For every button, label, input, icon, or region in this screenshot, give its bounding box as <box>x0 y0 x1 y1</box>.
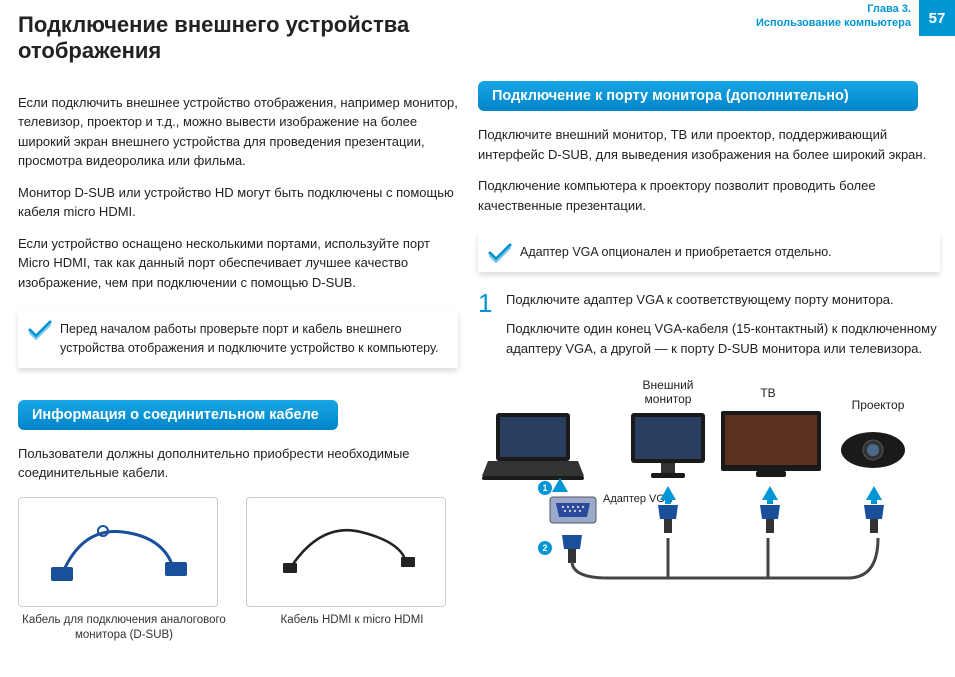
dsub-cable-image <box>18 497 218 607</box>
cable-path-icon <box>568 533 888 583</box>
step-1-p1: Подключите адаптер VGA к соответствующем… <box>506 290 940 310</box>
note-text-left: Перед началом работы проверьте порт и ка… <box>60 320 446 358</box>
hdmi-cable-caption: Кабель HDMI к micro HDMI <box>246 613 458 628</box>
dsub-cable-caption: Кабель для подключения аналогового монит… <box>18 613 230 643</box>
left-para-3: Если устройство оснащено несколькими пор… <box>18 234 458 293</box>
projector-icon <box>838 428 908 478</box>
cable-card-hdmi: Кабель HDMI к micro HDMI <box>246 497 458 643</box>
note-box-right: Адаптер VGA опционален и приобретается о… <box>478 233 940 272</box>
cable-cards-row: Кабель для подключения аналогового монит… <box>18 497 458 643</box>
marker-2: 2 <box>538 538 552 556</box>
step-1-number: 1 <box>478 290 506 369</box>
left-column: Подключение внешнего устройства отображе… <box>18 12 478 665</box>
external-monitor-icon <box>623 408 713 488</box>
step-1: 1 Подключите адаптер VGA к соответствующ… <box>478 290 940 369</box>
cable-section-heading: Информация о соединительном кабеле <box>18 400 338 430</box>
hdmi-cable-image <box>246 497 446 607</box>
note-box-left: Перед началом работы проверьте порт и ка… <box>18 310 458 368</box>
arrow-stem <box>767 498 773 504</box>
step-1-body: Подключите адаптер VGA к соответствующем… <box>506 290 940 369</box>
tv-icon <box>716 406 826 486</box>
monitor-port-heading: Подключение к порту монитора (дополнител… <box>478 81 918 111</box>
left-para-1: Если подключить внешнее устройство отобр… <box>18 93 458 171</box>
cable-intro: Пользователи должны дополнительно приобр… <box>18 444 458 483</box>
arrow-stem <box>871 498 877 504</box>
note-text-right: Адаптер VGA опционален и приобретается о… <box>520 243 928 262</box>
projector-label: Проектор <box>848 398 908 412</box>
step-1-p2: Подключите один конец VGA-кабеля (15-кон… <box>506 319 940 358</box>
checkmark-icon <box>488 243 512 268</box>
right-para-1: Подключите внешний монитор, ТВ или проек… <box>478 125 940 164</box>
laptop-icon <box>478 408 588 488</box>
arrow-icon <box>552 478 568 492</box>
tv-label: ТВ <box>748 386 788 400</box>
left-para-2: Монитор D-SUB или устройство HD могут бы… <box>18 183 458 222</box>
connection-diagram: Внешний монитор ТВ Проектор <box>478 378 918 608</box>
marker-1: 1 <box>538 478 552 496</box>
external-monitor-label: Внешний монитор <box>633 378 703 406</box>
checkmark-icon <box>28 320 52 345</box>
cable-card-dsub: Кабель для подключения аналогового монит… <box>18 497 230 643</box>
vga-adapter-icon <box>548 493 598 532</box>
page-title: Подключение внешнего устройства отображе… <box>18 12 458 65</box>
arrow-stem <box>665 498 671 504</box>
right-column: Подключение к порту монитора (дополнител… <box>478 12 948 665</box>
right-para-2: Подключение компьютера к проектору позво… <box>478 176 940 215</box>
